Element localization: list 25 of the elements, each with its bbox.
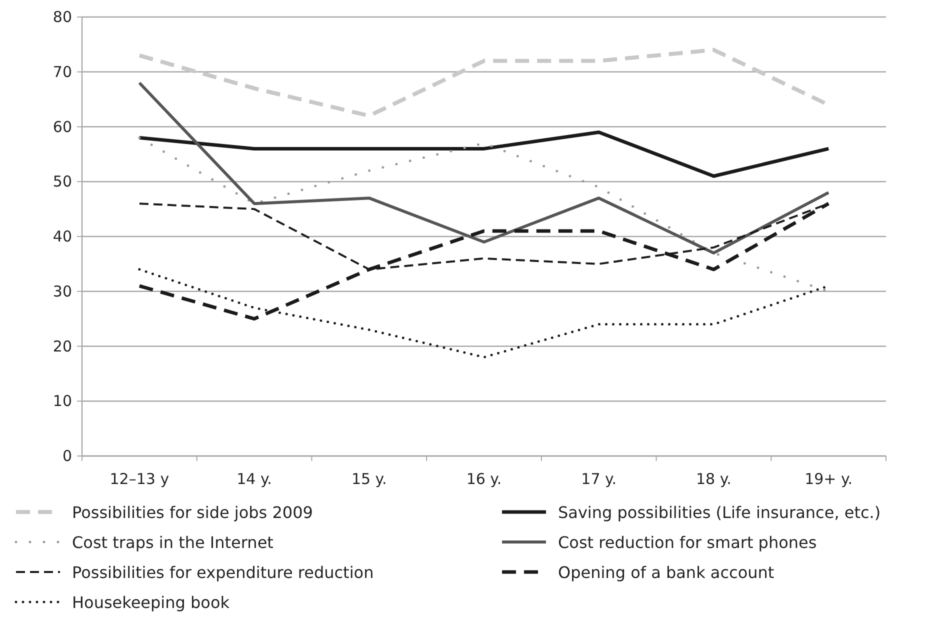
x-tick-label: 12–13 y bbox=[110, 470, 170, 488]
y-tick-label: 20 bbox=[52, 337, 72, 356]
x-tick-label: 15 y. bbox=[351, 470, 387, 488]
y-tick-label: 60 bbox=[52, 118, 72, 136]
x-tick-label: 19+ y. bbox=[804, 470, 853, 488]
line-series bbox=[138, 81, 830, 254]
y-tick-label: 70 bbox=[52, 62, 72, 81]
legend-label: Cost traps in the Internet bbox=[72, 533, 274, 552]
line-series bbox=[138, 130, 830, 178]
x-tick-label: 14 y. bbox=[236, 470, 272, 488]
y-tick-label: 10 bbox=[52, 392, 72, 410]
legend-label: Possibilities for expenditure reduction bbox=[72, 563, 374, 582]
y-tick-label: 40 bbox=[52, 228, 72, 246]
legend-label: Cost reduction for smart phones bbox=[558, 533, 817, 552]
y-tick-label: 30 bbox=[52, 282, 72, 300]
y-tick-label: 0 bbox=[62, 447, 72, 465]
y-tick-label: 80 bbox=[52, 8, 72, 26]
x-tick-label: 16 y. bbox=[466, 470, 502, 488]
x-tick-label: 17 y. bbox=[581, 470, 617, 488]
legend-label: Possibilities for side jobs 2009 bbox=[72, 503, 313, 522]
legend-label: Opening of a bank account bbox=[558, 563, 774, 582]
x-tick-label: 18 y. bbox=[696, 470, 732, 488]
legend-label: Saving possibilities (Life insurance, etc.) bbox=[558, 503, 881, 522]
legend-label: Housekeeping book bbox=[72, 593, 230, 612]
y-tick-label: 50 bbox=[52, 172, 72, 191]
